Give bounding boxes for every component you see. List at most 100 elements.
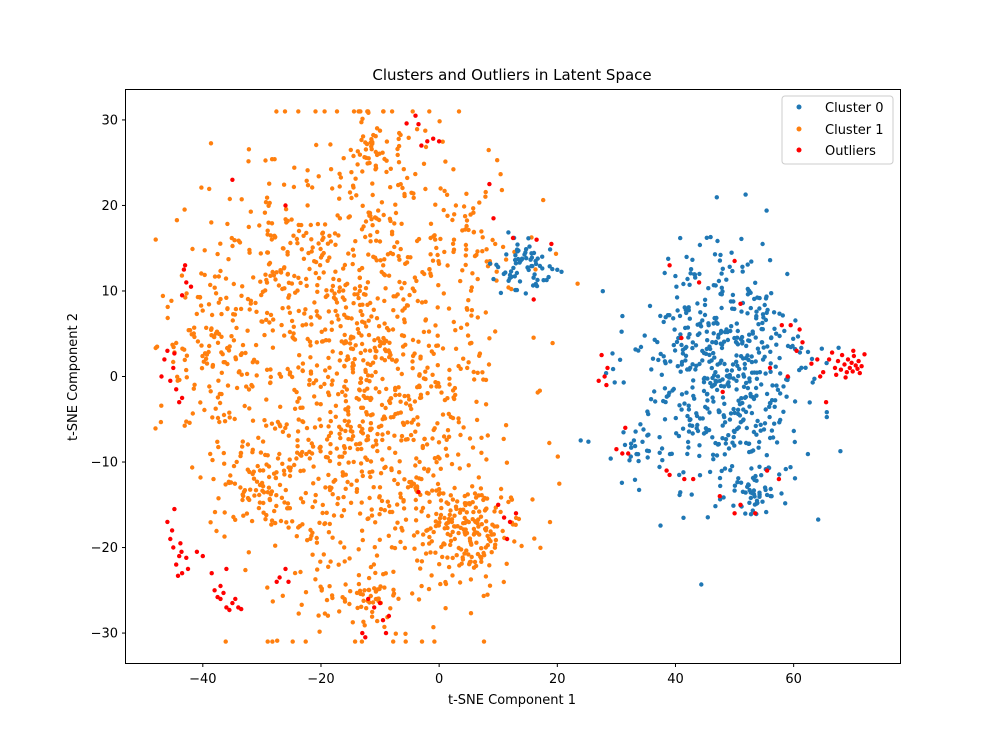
cluster-1-point (444, 437, 449, 442)
cluster-0-point (754, 309, 759, 314)
cluster-1-point (356, 547, 361, 552)
cluster-0-point (788, 344, 794, 350)
cluster-1-point (199, 185, 204, 190)
cluster-0-point (735, 363, 740, 368)
cluster-1-point (484, 519, 489, 524)
outliers-point (383, 630, 389, 636)
cluster-1-point (428, 271, 433, 276)
cluster-0-point (702, 312, 708, 318)
cluster-1-point (437, 562, 442, 567)
cluster-1-point (393, 387, 398, 393)
cluster-1-point (298, 280, 303, 286)
outliers-point (274, 579, 279, 584)
cluster-0-point (628, 441, 634, 446)
cluster-1-point (348, 500, 354, 505)
cluster-1-point (307, 266, 312, 272)
cluster-1-point (200, 308, 205, 313)
cluster-0-point (755, 500, 760, 506)
cluster-1-point (266, 485, 272, 490)
cluster-0-point (690, 423, 695, 428)
cluster-1-point (382, 273, 388, 278)
cluster-1-point (369, 396, 374, 401)
cluster-0-point (747, 332, 752, 337)
cluster-0-point (824, 410, 829, 415)
cluster-1-point (357, 267, 362, 273)
cluster-1-point (463, 253, 468, 258)
cluster-1-point (153, 426, 158, 431)
cluster-1-point (398, 491, 403, 496)
cluster-1-point (230, 243, 235, 249)
cluster-0-point (690, 362, 695, 367)
cluster-1-point (353, 442, 359, 447)
cluster-1-point (403, 517, 409, 522)
cluster-1-point (337, 424, 342, 429)
cluster-1-point (360, 405, 366, 410)
cluster-1-point (183, 295, 188, 300)
cluster-1-point (296, 611, 301, 616)
cluster-1-point (265, 639, 270, 644)
cluster-1-point (314, 142, 319, 148)
cluster-1-point (231, 463, 237, 469)
cluster-1-point (232, 481, 238, 486)
cluster-0-point (792, 399, 798, 404)
cluster-1-point (273, 277, 278, 282)
cluster-1-point (443, 606, 448, 611)
chart-title: Clusters and Outliers in Latent Space (372, 66, 651, 84)
cluster-0-point (774, 331, 779, 336)
cluster-1-point (479, 450, 484, 455)
cluster-0-point (751, 488, 757, 493)
cluster-1-point (369, 314, 374, 319)
cluster-1-point (416, 236, 422, 242)
cluster-1-point (269, 522, 274, 527)
cluster-1-point (315, 283, 320, 288)
cluster-0-point (682, 305, 687, 310)
cluster-1-point (314, 540, 320, 545)
cluster-1-point (272, 508, 277, 514)
cluster-1-point (345, 479, 350, 485)
cluster-0-point (652, 389, 657, 394)
cluster-1-point (239, 372, 244, 377)
cluster-1-point (380, 432, 385, 437)
cluster-1-point (298, 569, 303, 575)
cluster-0-point (640, 439, 645, 444)
cluster-1-point (357, 441, 362, 447)
cluster-1-point (363, 234, 368, 240)
cluster-1-point (342, 384, 347, 389)
cluster-1-point (476, 475, 481, 480)
cluster-1-point (436, 440, 442, 445)
cluster-1-point (208, 141, 214, 146)
cluster-1-point (336, 562, 341, 567)
cluster-1-point (403, 401, 409, 406)
cluster-0-point (655, 339, 660, 345)
cluster-0-point (764, 294, 769, 299)
cluster-1-point (314, 340, 319, 345)
cluster-1-point (547, 440, 552, 446)
cluster-1-point (340, 454, 345, 459)
cluster-0-point (743, 380, 749, 386)
cluster-1-point (402, 306, 407, 311)
cluster-0-point (792, 439, 797, 445)
cluster-1-point (267, 497, 273, 503)
cluster-1-point (219, 334, 224, 339)
cluster-1-point (286, 305, 291, 310)
cluster-1-point (393, 411, 398, 417)
cluster-1-point (446, 564, 452, 570)
cluster-1-point (284, 422, 289, 427)
cluster-1-point (336, 233, 341, 238)
cluster-1-point (251, 357, 257, 362)
cluster-1-point (503, 423, 509, 428)
cluster-1-point (470, 271, 475, 276)
cluster-1-point (358, 376, 364, 381)
outliers-point (605, 365, 610, 371)
cluster-1-point (231, 312, 236, 317)
cluster-1-point (480, 235, 485, 240)
cluster-1-point (323, 327, 328, 332)
cluster-0-point (719, 468, 724, 474)
cluster-1-point (337, 609, 342, 614)
cluster-0-point (745, 292, 751, 297)
cluster-0-point (753, 280, 758, 285)
cluster-1-point (369, 217, 374, 222)
cluster-1-point (469, 285, 474, 290)
cluster-1-point (231, 281, 236, 287)
cluster-1-point (473, 495, 479, 500)
